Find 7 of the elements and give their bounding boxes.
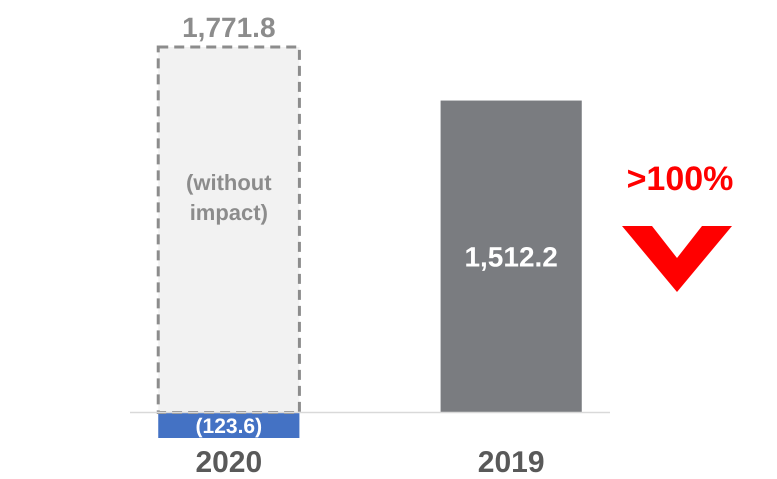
data-label: 1,512.2 [464, 242, 558, 273]
text: >100% [626, 160, 734, 198]
x-tick-label: 2019 [478, 446, 545, 479]
x-tick-label: 2020 [195, 446, 262, 479]
data-label: (123.6) [196, 414, 262, 438]
annotation: (without impact) [186, 170, 272, 225]
data-label: 1,771.8 [182, 12, 276, 43]
